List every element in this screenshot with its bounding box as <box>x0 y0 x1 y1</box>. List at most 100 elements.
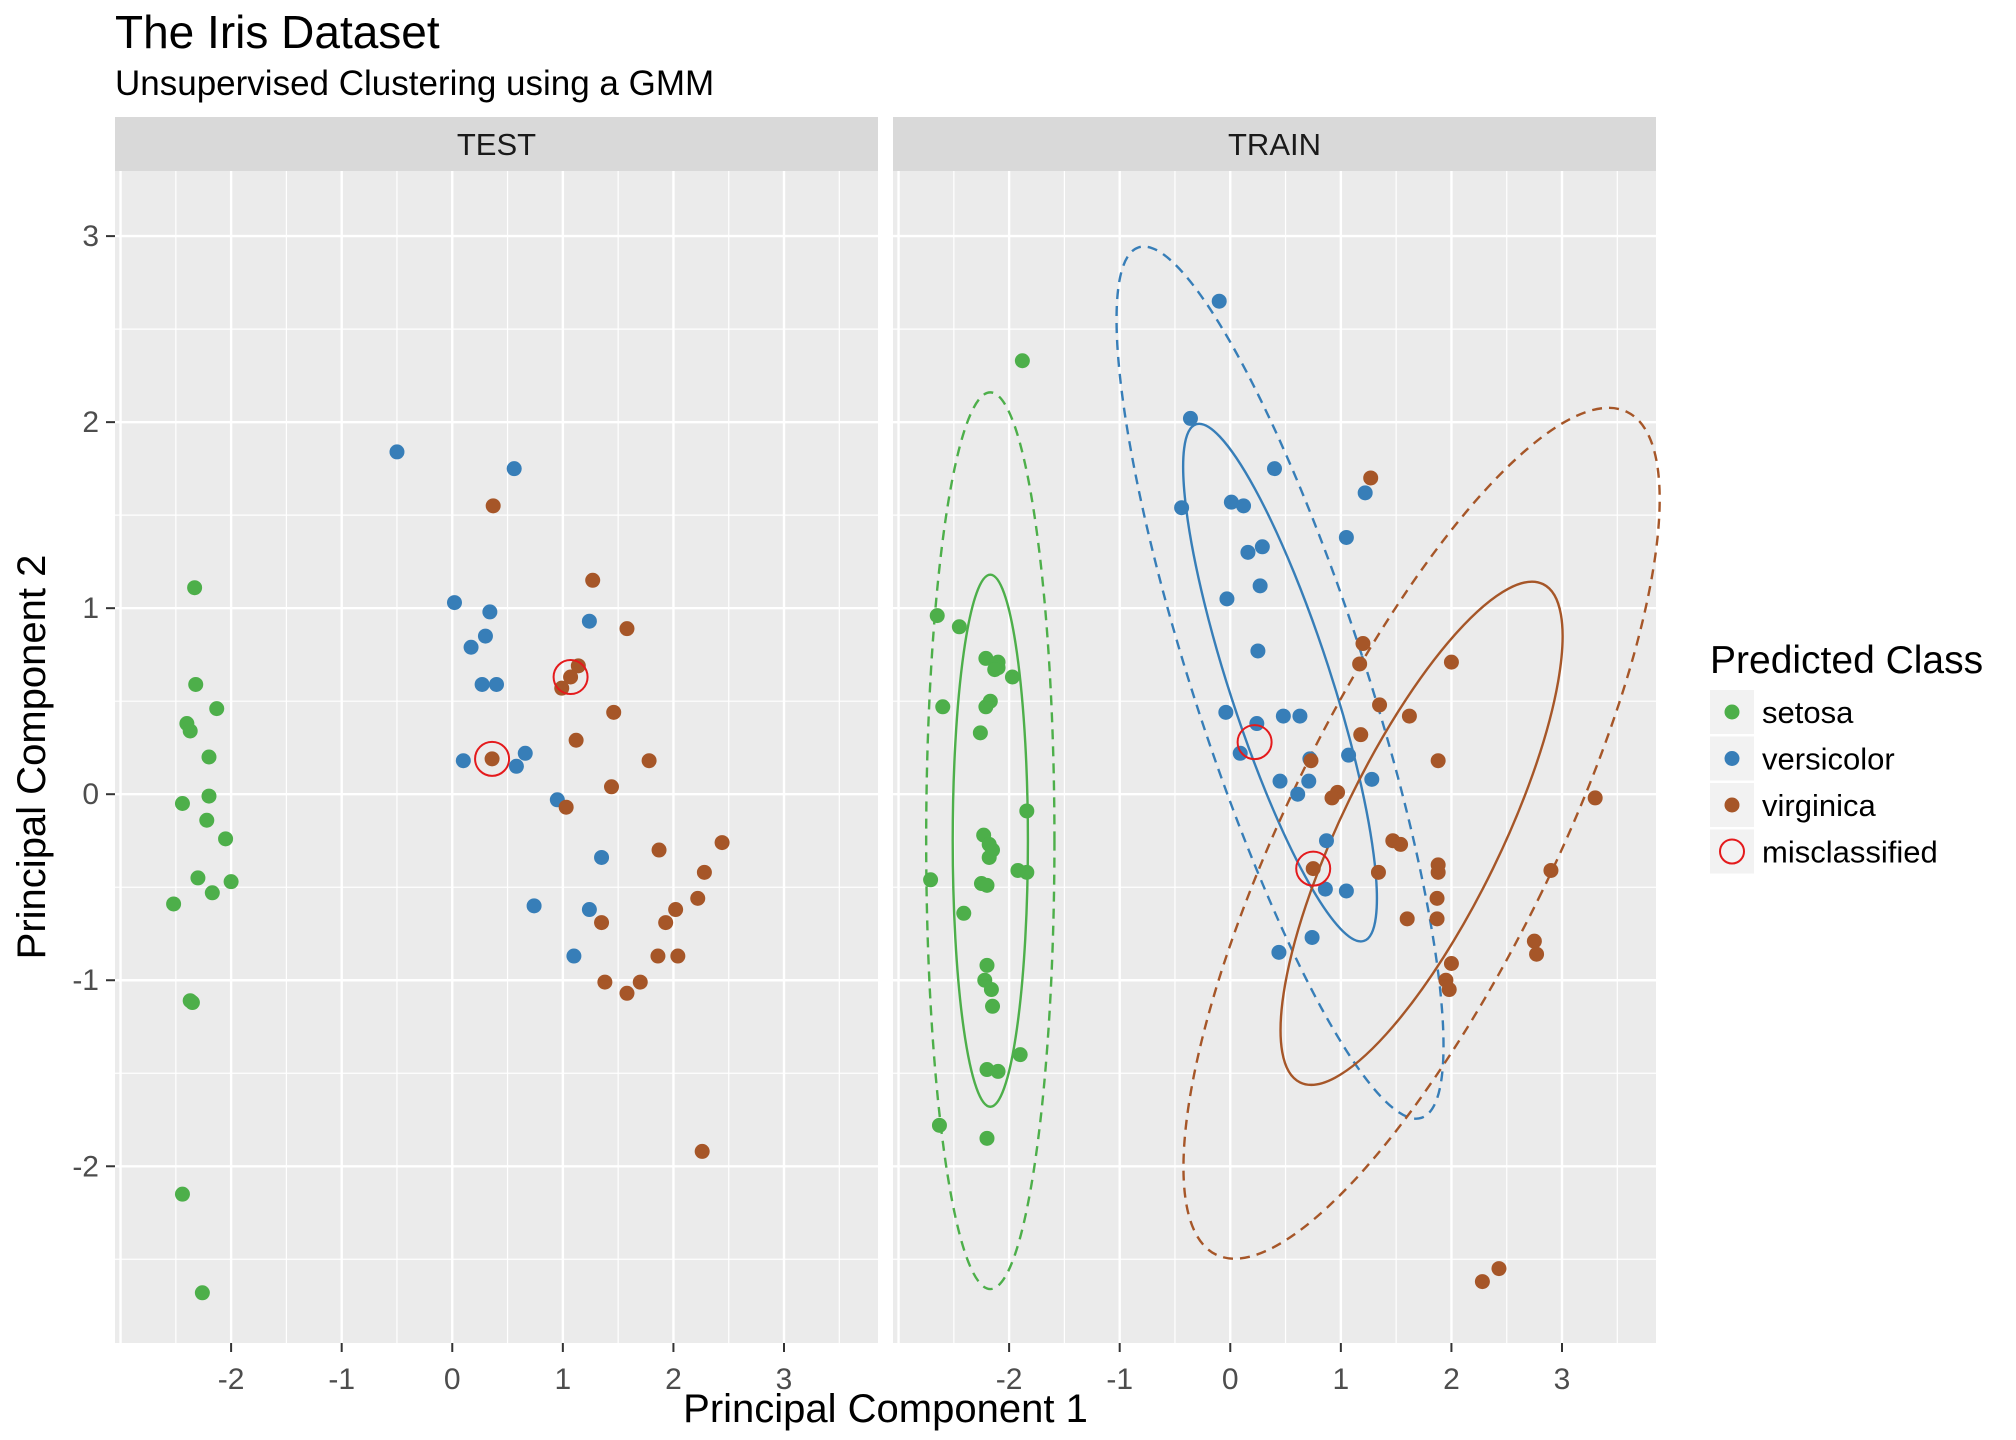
point-virginica <box>694 1143 710 1159</box>
point-virginica <box>1430 753 1446 769</box>
point-virginica <box>1543 862 1559 878</box>
y-tick-label: 1 <box>82 592 99 625</box>
chart-subtitle: Unsupervised Clustering using a GMM <box>115 64 714 103</box>
point-setosa <box>1004 669 1020 685</box>
point-versicolor <box>506 461 522 477</box>
point-setosa <box>188 676 204 692</box>
point-setosa <box>174 1186 190 1202</box>
x-axis-train: -2 -1 0 1 2 3 <box>996 1343 1571 1396</box>
misclassified-ring <box>552 659 589 696</box>
point-setosa <box>979 1062 995 1078</box>
facet-strip-test <box>115 117 878 171</box>
point-virginica <box>563 669 579 685</box>
point-versicolor <box>1275 708 1291 724</box>
point-versicolor <box>1338 883 1354 899</box>
point-virginica <box>585 572 601 588</box>
facet-label-test: TEST <box>457 127 536 162</box>
point-setosa <box>951 619 967 635</box>
legend-label-misclassified: misclassified <box>1762 835 1938 870</box>
gridlines-train <box>893 171 1656 1343</box>
x-tick-label: 1 <box>1333 1363 1350 1396</box>
x-tick-label: 3 <box>1554 1363 1571 1396</box>
point-versicolor <box>1250 643 1266 659</box>
ellipse-versicolor-dashed <box>1115 245 1445 1120</box>
legend-items: setosa versicolor virginica misclassified <box>1710 690 1938 874</box>
legend-label-virginica: virginica <box>1762 788 1876 823</box>
point-versicolor <box>474 676 490 692</box>
point-setosa <box>929 608 945 624</box>
point-versicolor <box>508 758 524 774</box>
point-setosa <box>987 662 1003 678</box>
point-virginica <box>1305 861 1321 877</box>
point-setosa <box>935 699 951 715</box>
point-setosa <box>982 693 998 709</box>
legend-key-versicolor <box>1724 751 1740 766</box>
point-setosa <box>190 870 206 886</box>
point-setosa <box>182 723 198 739</box>
point-versicolor <box>517 745 533 761</box>
point-virginica <box>570 658 586 674</box>
misclassified-markers-train <box>1236 724 1332 887</box>
ellipse-versicolor-solid <box>1181 422 1379 943</box>
point-versicolor <box>594 849 610 865</box>
point-virginica <box>651 842 667 858</box>
facet-panel-test: TEST <box>115 117 878 1343</box>
misclassified-ring <box>474 740 511 777</box>
point-versicolor <box>1254 539 1270 555</box>
x-tick-label: -1 <box>328 1363 355 1396</box>
point-setosa <box>174 796 190 812</box>
point-setosa <box>1010 862 1026 878</box>
x-tick-label: 0 <box>444 1363 461 1396</box>
legend-key-virginica <box>1724 797 1740 813</box>
point-versicolor <box>566 948 582 964</box>
point-virginica <box>1443 955 1459 971</box>
facet-strip-train <box>893 117 1656 171</box>
point-setosa <box>204 885 220 901</box>
point-versicolor <box>1271 944 1287 960</box>
legend-key-background <box>1710 829 1754 874</box>
point-versicolor <box>1219 591 1235 607</box>
point-setosa <box>1012 1047 1028 1063</box>
point-virginica <box>1324 790 1340 806</box>
point-setosa <box>1019 803 1035 819</box>
x-tick-label: 0 <box>1222 1363 1239 1396</box>
point-virginica <box>1491 1261 1507 1277</box>
point-virginica <box>1429 890 1445 906</box>
point-versicolor <box>1357 485 1373 501</box>
point-versicolor <box>1232 745 1248 761</box>
point-virginica <box>1401 708 1417 724</box>
point-setosa <box>1014 353 1030 369</box>
legend-key-misclassified <box>1719 838 1745 865</box>
facet-label-train: TRAIN <box>1228 127 1321 162</box>
x-axis-test: -2 -1 0 1 2 3 <box>218 1343 792 1396</box>
point-virginica <box>554 680 570 696</box>
point-setosa <box>972 725 988 741</box>
point-virginica <box>650 948 666 964</box>
point-virginica <box>668 902 684 918</box>
point-virginica <box>1353 727 1369 743</box>
ellipse-setosa-dashed <box>924 391 1056 1291</box>
point-virginica <box>1441 982 1457 998</box>
point-versicolor <box>1223 494 1239 510</box>
point-setosa <box>979 877 995 893</box>
point-virginica <box>619 621 635 637</box>
point-versicolor <box>1267 461 1282 477</box>
point-setosa <box>182 993 198 1009</box>
point-versicolor <box>1341 747 1357 763</box>
ellipse-virginica-dashed <box>1182 406 1661 1260</box>
point-setosa <box>990 1063 1006 1079</box>
point-setosa <box>983 982 999 998</box>
point-virginica <box>484 751 500 767</box>
point-versicolor <box>526 898 542 914</box>
point-setosa <box>201 788 217 804</box>
point-versicolor <box>1292 708 1308 724</box>
point-versicolor <box>1240 544 1256 560</box>
point-virginica <box>1474 1274 1490 1290</box>
point-setosa <box>223 874 239 890</box>
ellipse-virginica-solid <box>1279 580 1564 1087</box>
point-virginica <box>619 985 635 1001</box>
point-versicolor <box>463 639 479 655</box>
point-versicolor <box>1236 498 1252 514</box>
x-tick-label: -2 <box>218 1363 245 1396</box>
point-virginica <box>670 948 686 964</box>
